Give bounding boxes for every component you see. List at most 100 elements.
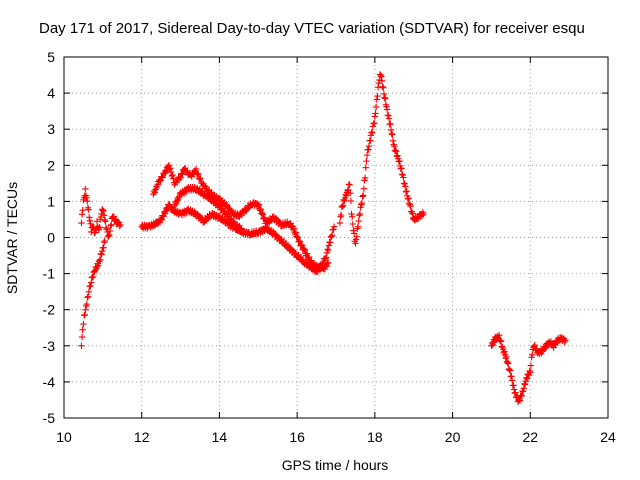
data-point — [519, 388, 527, 395]
data-point — [360, 185, 368, 192]
data-point — [79, 206, 86, 214]
x-tick-label: 16 — [289, 429, 305, 445]
data-point — [323, 263, 331, 270]
data-point — [101, 237, 108, 245]
data-point — [388, 130, 395, 138]
data-point — [405, 200, 413, 207]
data-point — [194, 171, 201, 178]
data-point — [377, 71, 384, 79]
data-point — [79, 326, 86, 334]
data-point — [501, 348, 508, 355]
data-point — [379, 83, 386, 91]
data-point — [378, 73, 385, 80]
data-point — [407, 202, 414, 210]
data-point — [353, 233, 360, 241]
data-point — [521, 381, 529, 388]
data-point — [85, 206, 92, 213]
data-point — [391, 147, 399, 155]
data-point — [420, 210, 427, 218]
data-point — [358, 199, 366, 207]
data-point — [330, 223, 338, 230]
data-point — [103, 225, 110, 233]
data-point — [322, 255, 329, 262]
y-tick-label: -5 — [43, 410, 56, 426]
data-point — [170, 175, 177, 182]
data-point — [560, 335, 568, 343]
data-point — [527, 369, 534, 376]
data-point — [100, 212, 108, 219]
data-point — [561, 338, 568, 346]
data-point — [347, 197, 355, 205]
data-point — [356, 212, 363, 219]
data-point — [93, 263, 101, 270]
data-point — [488, 342, 495, 349]
data-point — [97, 256, 104, 263]
data-point — [83, 300, 90, 308]
data-point — [89, 273, 97, 281]
data-point — [339, 202, 346, 210]
x-tick-label: 20 — [445, 429, 461, 445]
y-tick-label: 5 — [47, 49, 55, 65]
data-point — [526, 367, 533, 375]
data-point — [374, 92, 381, 100]
data-point — [398, 165, 405, 172]
x-tick-label: 14 — [212, 429, 228, 445]
data-point — [406, 201, 414, 208]
data-point — [358, 201, 365, 208]
data-point — [317, 264, 325, 272]
data-point — [158, 216, 165, 224]
y-tick-label: -2 — [43, 302, 56, 318]
data-point — [301, 246, 309, 254]
data-point — [403, 188, 410, 195]
data-point — [84, 294, 91, 301]
data-point — [496, 331, 503, 339]
data-point — [105, 232, 112, 239]
data-point — [370, 120, 377, 127]
data-point — [503, 353, 510, 361]
x-tick-label: 18 — [367, 429, 383, 445]
data-point — [173, 200, 180, 208]
data-point — [389, 131, 396, 138]
x-tick-label: 12 — [134, 429, 150, 445]
data-point — [350, 227, 357, 234]
data-point — [78, 219, 85, 227]
data-point — [78, 211, 86, 218]
data-point — [371, 113, 379, 120]
y-tick-label: 2 — [47, 157, 55, 173]
data-point — [167, 165, 174, 172]
data-point — [163, 167, 170, 174]
data-point — [346, 181, 353, 188]
data-point — [362, 164, 369, 171]
data-point — [383, 106, 391, 113]
data-point — [298, 241, 305, 249]
data-point — [507, 367, 514, 374]
data-point — [95, 262, 102, 269]
data-point — [319, 260, 326, 268]
data-point — [258, 210, 266, 217]
data-point — [387, 126, 395, 134]
data-point — [357, 204, 364, 211]
data-point — [116, 222, 123, 230]
data-point — [197, 175, 204, 182]
data-point — [325, 242, 333, 249]
series-esqu-a — [78, 237, 108, 349]
data-point — [497, 338, 505, 345]
data-point — [177, 174, 184, 182]
data-point — [355, 217, 362, 225]
series-esqu-f — [336, 71, 427, 247]
data-point — [409, 210, 416, 217]
data-point — [418, 212, 426, 219]
data-point — [531, 342, 539, 349]
data-point — [518, 392, 526, 400]
data-point — [328, 232, 336, 239]
data-point — [360, 192, 367, 199]
data-point — [387, 120, 394, 127]
y-tick-label: 3 — [47, 121, 55, 137]
data-point — [367, 137, 374, 144]
data-point — [195, 170, 202, 177]
data-point — [348, 210, 355, 218]
data-point — [361, 174, 369, 182]
data-point — [301, 246, 308, 253]
data-point — [343, 192, 350, 199]
